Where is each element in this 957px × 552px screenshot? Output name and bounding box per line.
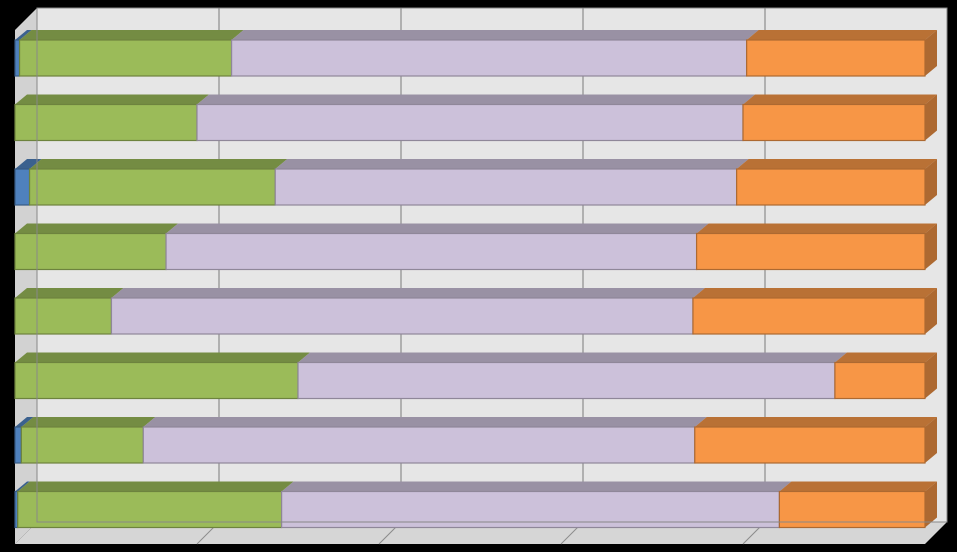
bar-segment <box>14 168 31 206</box>
bar-segment-side <box>925 159 937 205</box>
bar-segment <box>165 232 698 271</box>
bar-segment <box>14 39 21 77</box>
bar-segment <box>834 361 926 400</box>
bar-segment-top <box>694 417 937 427</box>
bar-segment-top <box>19 30 244 40</box>
bar-segment <box>297 361 836 400</box>
bar-segment <box>14 426 22 464</box>
bar-segment-top <box>15 30 32 40</box>
bar-segment-top <box>21 417 156 427</box>
bar-segment-top <box>743 94 937 105</box>
bar-segment-top <box>692 288 937 298</box>
bar-segment <box>14 232 167 271</box>
bar-segment <box>692 297 926 335</box>
bar-segment-side <box>925 352 937 399</box>
bar-segment <box>736 168 926 206</box>
bar-segment-top <box>834 352 937 363</box>
bar-segment-top <box>281 481 792 492</box>
bar-segment-top <box>15 288 124 298</box>
bar-segment-top <box>746 30 937 40</box>
bar-segment-side <box>925 30 937 76</box>
bar-group <box>14 159 937 206</box>
bar-segment-top <box>736 159 937 169</box>
bar-segment-top <box>779 481 937 492</box>
bar-segment-top <box>15 352 311 363</box>
bar-segment <box>742 103 926 142</box>
bar-segment-top <box>143 417 707 427</box>
bar-segment-top <box>275 159 749 169</box>
bar-segment <box>274 168 738 206</box>
bar-segment-top <box>15 417 34 427</box>
bar-segment-side <box>925 417 937 463</box>
bar-segment-side <box>925 288 937 334</box>
bars <box>14 30 937 529</box>
bar-segment-side <box>925 481 937 528</box>
bar-segment-top <box>17 481 294 492</box>
bar-segment-top <box>197 94 755 105</box>
bar-segment-top <box>15 94 209 105</box>
side-wall <box>15 8 37 544</box>
bar-group <box>14 223 937 271</box>
bar-group <box>14 30 937 77</box>
bar-group <box>14 417 937 464</box>
bar-group <box>14 94 937 142</box>
bar-segment <box>110 297 694 335</box>
bar-segment-top <box>29 159 288 169</box>
bar-segment <box>230 39 748 77</box>
bar-segment-top <box>298 352 847 363</box>
bar-group <box>14 352 937 400</box>
bar-segment-top <box>696 223 937 234</box>
bar-segment-side <box>925 94 937 141</box>
bar-segment <box>142 426 696 464</box>
bar-segment-side <box>925 223 937 270</box>
plot-border <box>36 7 948 523</box>
bar-segment <box>14 103 198 142</box>
bar-segment <box>28 168 276 206</box>
bar-segment-top <box>15 223 179 234</box>
bar-segment-top <box>15 159 42 169</box>
bar-group <box>14 481 937 529</box>
bar-segment <box>20 426 144 464</box>
bar-segment-top <box>231 30 759 40</box>
bar-segment <box>694 426 926 464</box>
bar-segment <box>746 39 926 77</box>
bar-segment-top <box>166 223 709 234</box>
bar-segment <box>196 103 744 142</box>
bar-segment-top <box>111 288 705 298</box>
bar-segment <box>18 39 233 77</box>
bar-segment <box>14 361 299 400</box>
bar-segment <box>14 297 113 335</box>
bar-group <box>14 288 937 335</box>
bar-segment <box>695 232 926 271</box>
bar-segment-top <box>15 481 30 492</box>
